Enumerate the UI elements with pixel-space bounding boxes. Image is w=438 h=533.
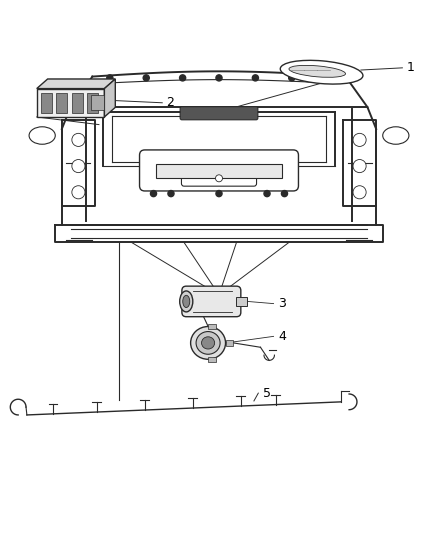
Bar [41,93,52,112]
Ellipse shape [180,291,193,312]
Bar [91,95,104,110]
Bar [37,88,104,117]
Bar [237,297,247,306]
Circle shape [72,159,85,173]
Circle shape [325,75,331,81]
Ellipse shape [183,295,190,308]
FancyBboxPatch shape [140,150,298,191]
Text: 2: 2 [166,96,174,109]
Circle shape [289,75,295,81]
Circle shape [216,75,222,81]
Text: 3: 3 [278,297,286,310]
Circle shape [252,75,258,81]
Circle shape [180,75,186,81]
Ellipse shape [289,66,346,77]
Text: 1: 1 [407,61,415,74]
Bar [208,324,216,329]
Ellipse shape [196,332,220,354]
Circle shape [353,159,366,173]
Ellipse shape [383,127,409,144]
Ellipse shape [29,127,55,144]
Circle shape [72,133,85,147]
Circle shape [168,190,174,197]
Bar [208,357,216,362]
Circle shape [353,185,366,199]
Circle shape [107,75,113,81]
FancyBboxPatch shape [182,286,241,317]
Bar [57,93,67,112]
Bar [87,93,98,112]
FancyBboxPatch shape [180,107,258,120]
Circle shape [264,190,270,197]
Ellipse shape [201,337,215,349]
Circle shape [353,133,366,147]
FancyBboxPatch shape [181,170,257,186]
Circle shape [282,190,288,197]
Circle shape [216,190,222,197]
Polygon shape [104,79,115,117]
Circle shape [215,175,223,182]
Circle shape [143,75,149,81]
Text: 4: 4 [278,330,286,343]
Polygon shape [37,79,115,88]
Bar [155,164,283,178]
Circle shape [72,185,85,199]
Ellipse shape [280,60,363,84]
Ellipse shape [191,327,226,359]
Bar [72,93,82,112]
Bar [226,340,233,345]
Text: 5: 5 [263,386,271,400]
Circle shape [150,190,156,197]
